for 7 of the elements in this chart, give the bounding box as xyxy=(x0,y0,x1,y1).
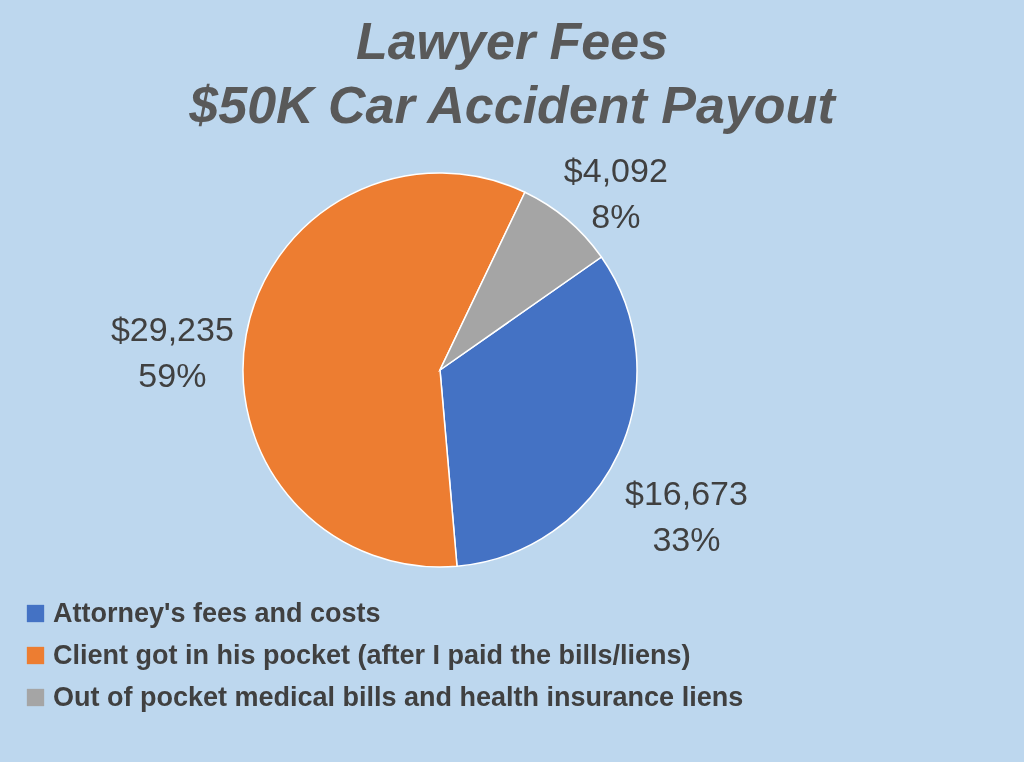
data-label: $16,673 33% xyxy=(625,474,748,559)
data-label: $29,235 59% xyxy=(110,310,234,395)
legend-label: Attorney's fees and costs xyxy=(53,597,381,628)
chart-title: Lawyer Fees $50K Car Accident Payout xyxy=(188,12,838,134)
legend-label: Client got in his pocket (after I paid the bills/liens) xyxy=(53,639,691,670)
data-label: $4,092 8% xyxy=(563,151,668,236)
legend-label: Out of pocket medical bills and health insurance liens xyxy=(53,681,744,712)
